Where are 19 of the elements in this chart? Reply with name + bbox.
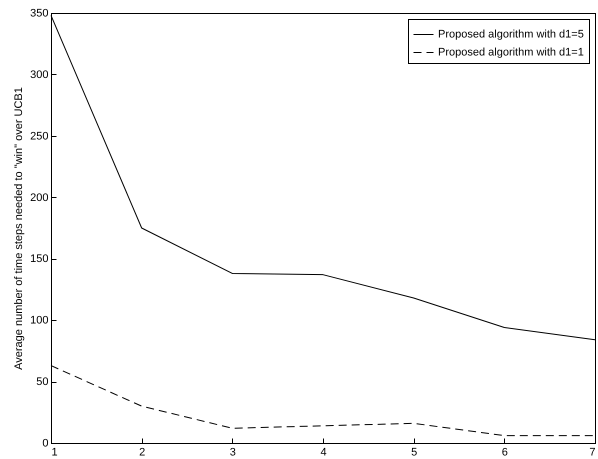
legend-label: Proposed algorithm with d1=5	[438, 28, 584, 40]
x-tick-label: 6	[502, 446, 508, 458]
legend-label: Proposed algorithm with d1=1	[438, 46, 584, 58]
y-axis-title: Average number of time steps needed to "win" over UCB1	[13, 87, 26, 370]
y-tick-label: 200	[30, 192, 48, 204]
y-tick-label: 350	[30, 8, 48, 20]
x-tick-label: 2	[139, 446, 146, 458]
x-tick-label: 7	[589, 446, 596, 458]
y-tick-label: 150	[30, 253, 48, 266]
y-tick-label: 0	[42, 438, 48, 450]
y-tick-label: 100	[30, 314, 48, 327]
y-tick-label: 250	[30, 130, 48, 142]
x-tick-label: 3	[230, 446, 236, 458]
y-tick-label: 50	[36, 376, 48, 388]
x-tick-label: 5	[411, 446, 418, 458]
x-tick-label: 1	[52, 446, 58, 458]
line-series	[50, 365, 596, 436]
y-tick-label: 300	[30, 68, 48, 81]
x-tick-label: 4	[320, 446, 327, 458]
